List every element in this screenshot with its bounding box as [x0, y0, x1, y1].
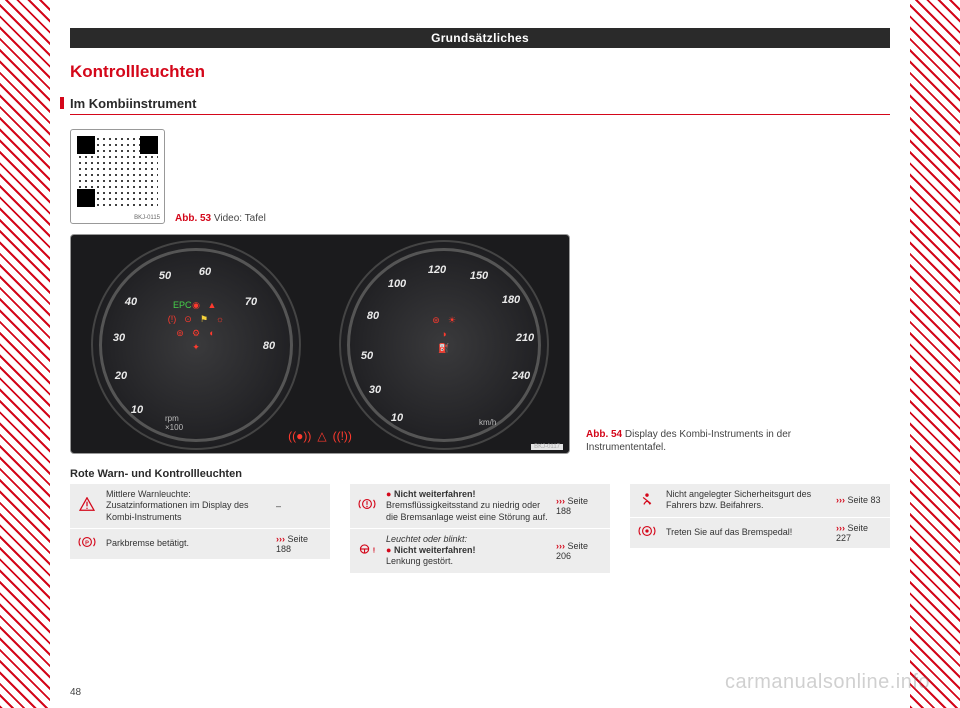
brake-circle-icon: ((!)) — [333, 429, 352, 443]
hazard-icon: △ — [317, 429, 326, 443]
gauge-tick: 10 — [131, 404, 143, 416]
warning-icon-cluster-right: ⊛☀ ◑ ⛽ — [399, 312, 489, 354]
svg-text:P: P — [85, 541, 89, 547]
warn-ref: ››› Seite 206 — [556, 541, 604, 561]
warn-desc: Mittlere Warnleuchte: Zusatzinformatione… — [106, 489, 268, 523]
subheading-rote-warnleuchten: Rote Warn- und Kontrollleuchten — [70, 468, 890, 480]
brake-icon: ((●)) — [288, 429, 311, 443]
warning-column-2: ● Nicht weiterfahren!Bremsflüssigkeitsst… — [350, 484, 610, 573]
gauge-rpm: EPC◉▲ (!)⊙⚑☼ ⊚⚙◐ ✦ rpm ×100 10 20 30 40 50 60… — [91, 240, 301, 450]
gauge-tick: 30 — [369, 384, 381, 396]
warn-desc: Nicht angelegter Sicherheitsgurt des Fah… — [666, 489, 828, 512]
warn-desc: Treten Sie auf das Bremspedal! — [666, 527, 828, 538]
figure-53-row: BKJ-0115 Abb. 53 Video: Tafel — [70, 129, 890, 224]
rpm-unit: rpm ×100 — [165, 414, 183, 432]
parking-brake-icon: P — [76, 535, 98, 552]
warning-table: Mittlere Warnleuchte: Zusatzinformatione… — [70, 484, 890, 573]
gauge-tick: 40 — [125, 296, 137, 308]
page-border-right — [910, 0, 960, 708]
gauge-tick: 210 — [516, 332, 534, 344]
gauge-tick: 30 — [113, 332, 125, 344]
brake-circle-icon — [636, 524, 658, 541]
figure-54-caption: Abb. 54 Display des Kombi-Instruments in… — [586, 428, 836, 454]
gauge-tick: 80 — [367, 310, 379, 322]
warn-row-seatbelt: Nicht angelegter Sicherheitsgurt des Fah… — [630, 484, 890, 517]
steering-warning-icon: ! — [356, 542, 378, 559]
warn-desc: Parkbremse betätigt. — [106, 538, 268, 549]
warn-desc: Leuchtet oder blinkt:● Nicht weiterfahre… — [386, 534, 548, 568]
svg-text:!: ! — [373, 545, 375, 554]
dashboard-image: EPC◉▲ (!)⊙⚑☼ ⊚⚙◐ ✦ rpm ×100 10 20 30 40 50 60… — [70, 234, 570, 454]
gauge-tick: 80 — [263, 340, 275, 352]
gauge-tick: 180 — [502, 294, 520, 306]
gauge-tick: 120 — [428, 264, 446, 276]
warn-row-brakefluid: ● Nicht weiterfahren!Bremsflüssigkeitsst… — [350, 484, 610, 528]
qr-code[interactable]: BKJ-0115 — [70, 129, 165, 224]
warn-ref: ››› Seite 227 — [836, 523, 884, 543]
warn-ref: ››› Seite 188 — [556, 496, 604, 516]
gauge-tick: 20 — [115, 370, 127, 382]
heading-im-kombiinstrument: Im Kombiinstrument — [70, 96, 890, 115]
gauge-tick: 50 — [159, 270, 171, 282]
brake-warning-icon — [356, 497, 378, 514]
gauge-tick: 60 — [199, 266, 211, 278]
speed-unit: km/h — [479, 418, 496, 427]
gauge-tick: 240 — [512, 370, 530, 382]
warn-ref: – — [276, 501, 324, 511]
page-number: 48 — [70, 687, 81, 698]
gauge-tick: 70 — [245, 296, 257, 308]
seatbelt-icon — [636, 492, 658, 509]
warn-ref: ››› Seite 188 — [276, 534, 324, 554]
warning-icon-cluster-left: EPC◉▲ (!)⊙⚑☼ ⊚⚙◐ ✦ — [136, 297, 256, 353]
gauge-tick: 150 — [470, 270, 488, 282]
heading-kontrollleuchten: Kontrollleuchten — [70, 62, 890, 82]
warn-row-central: Mittlere Warnleuchte: Zusatzinformatione… — [70, 484, 330, 528]
page-content: Grundsätzliches Kontrollleuchten Im Komb… — [70, 28, 890, 698]
dashboard-image-id: BKJ-0117 — [531, 444, 563, 450]
warning-triangle-icon — [76, 497, 98, 514]
warning-column-1: Mittlere Warnleuchte: Zusatzinformatione… — [70, 484, 330, 573]
page-border-left — [0, 0, 50, 708]
gauge-tick: 10 — [391, 412, 403, 424]
qr-code-id: BKJ-0115 — [134, 215, 160, 221]
warning-column-3: Nicht angelegter Sicherheitsgurt des Fah… — [630, 484, 890, 573]
gauge-tick: 50 — [361, 350, 373, 362]
watermark: carmanualsonline.info — [725, 671, 930, 694]
warn-row-steering: ! Leuchtet oder blinkt:● Nicht weiterfah… — [350, 529, 610, 573]
warn-row-parkbrake: P Parkbremse betätigt. ››› Seite 188 — [70, 529, 330, 559]
gauge-speed: ⊛☀ ◑ ⛽ km/h 10 30 50 80 100 120 150 180 210 240 — [339, 240, 549, 450]
gauge-tick: 100 — [388, 278, 406, 290]
figure-54-row: EPC◉▲ (!)⊙⚑☼ ⊚⚙◐ ✦ rpm ×100 10 20 30 40 50 60… — [70, 234, 890, 454]
center-warning-icons: ((●)) △ ((!)) — [288, 429, 352, 443]
figure-53-caption: Abb. 53 Video: Tafel — [175, 213, 266, 224]
warn-desc: ● Nicht weiterfahren!Bremsflüssigkeitsst… — [386, 489, 548, 523]
warn-row-brakepedal: Treten Sie auf das Bremspedal! ››› Seite… — [630, 518, 890, 548]
warn-ref: ››› Seite 83 — [836, 495, 884, 505]
section-banner: Grundsätzliches — [70, 28, 890, 48]
